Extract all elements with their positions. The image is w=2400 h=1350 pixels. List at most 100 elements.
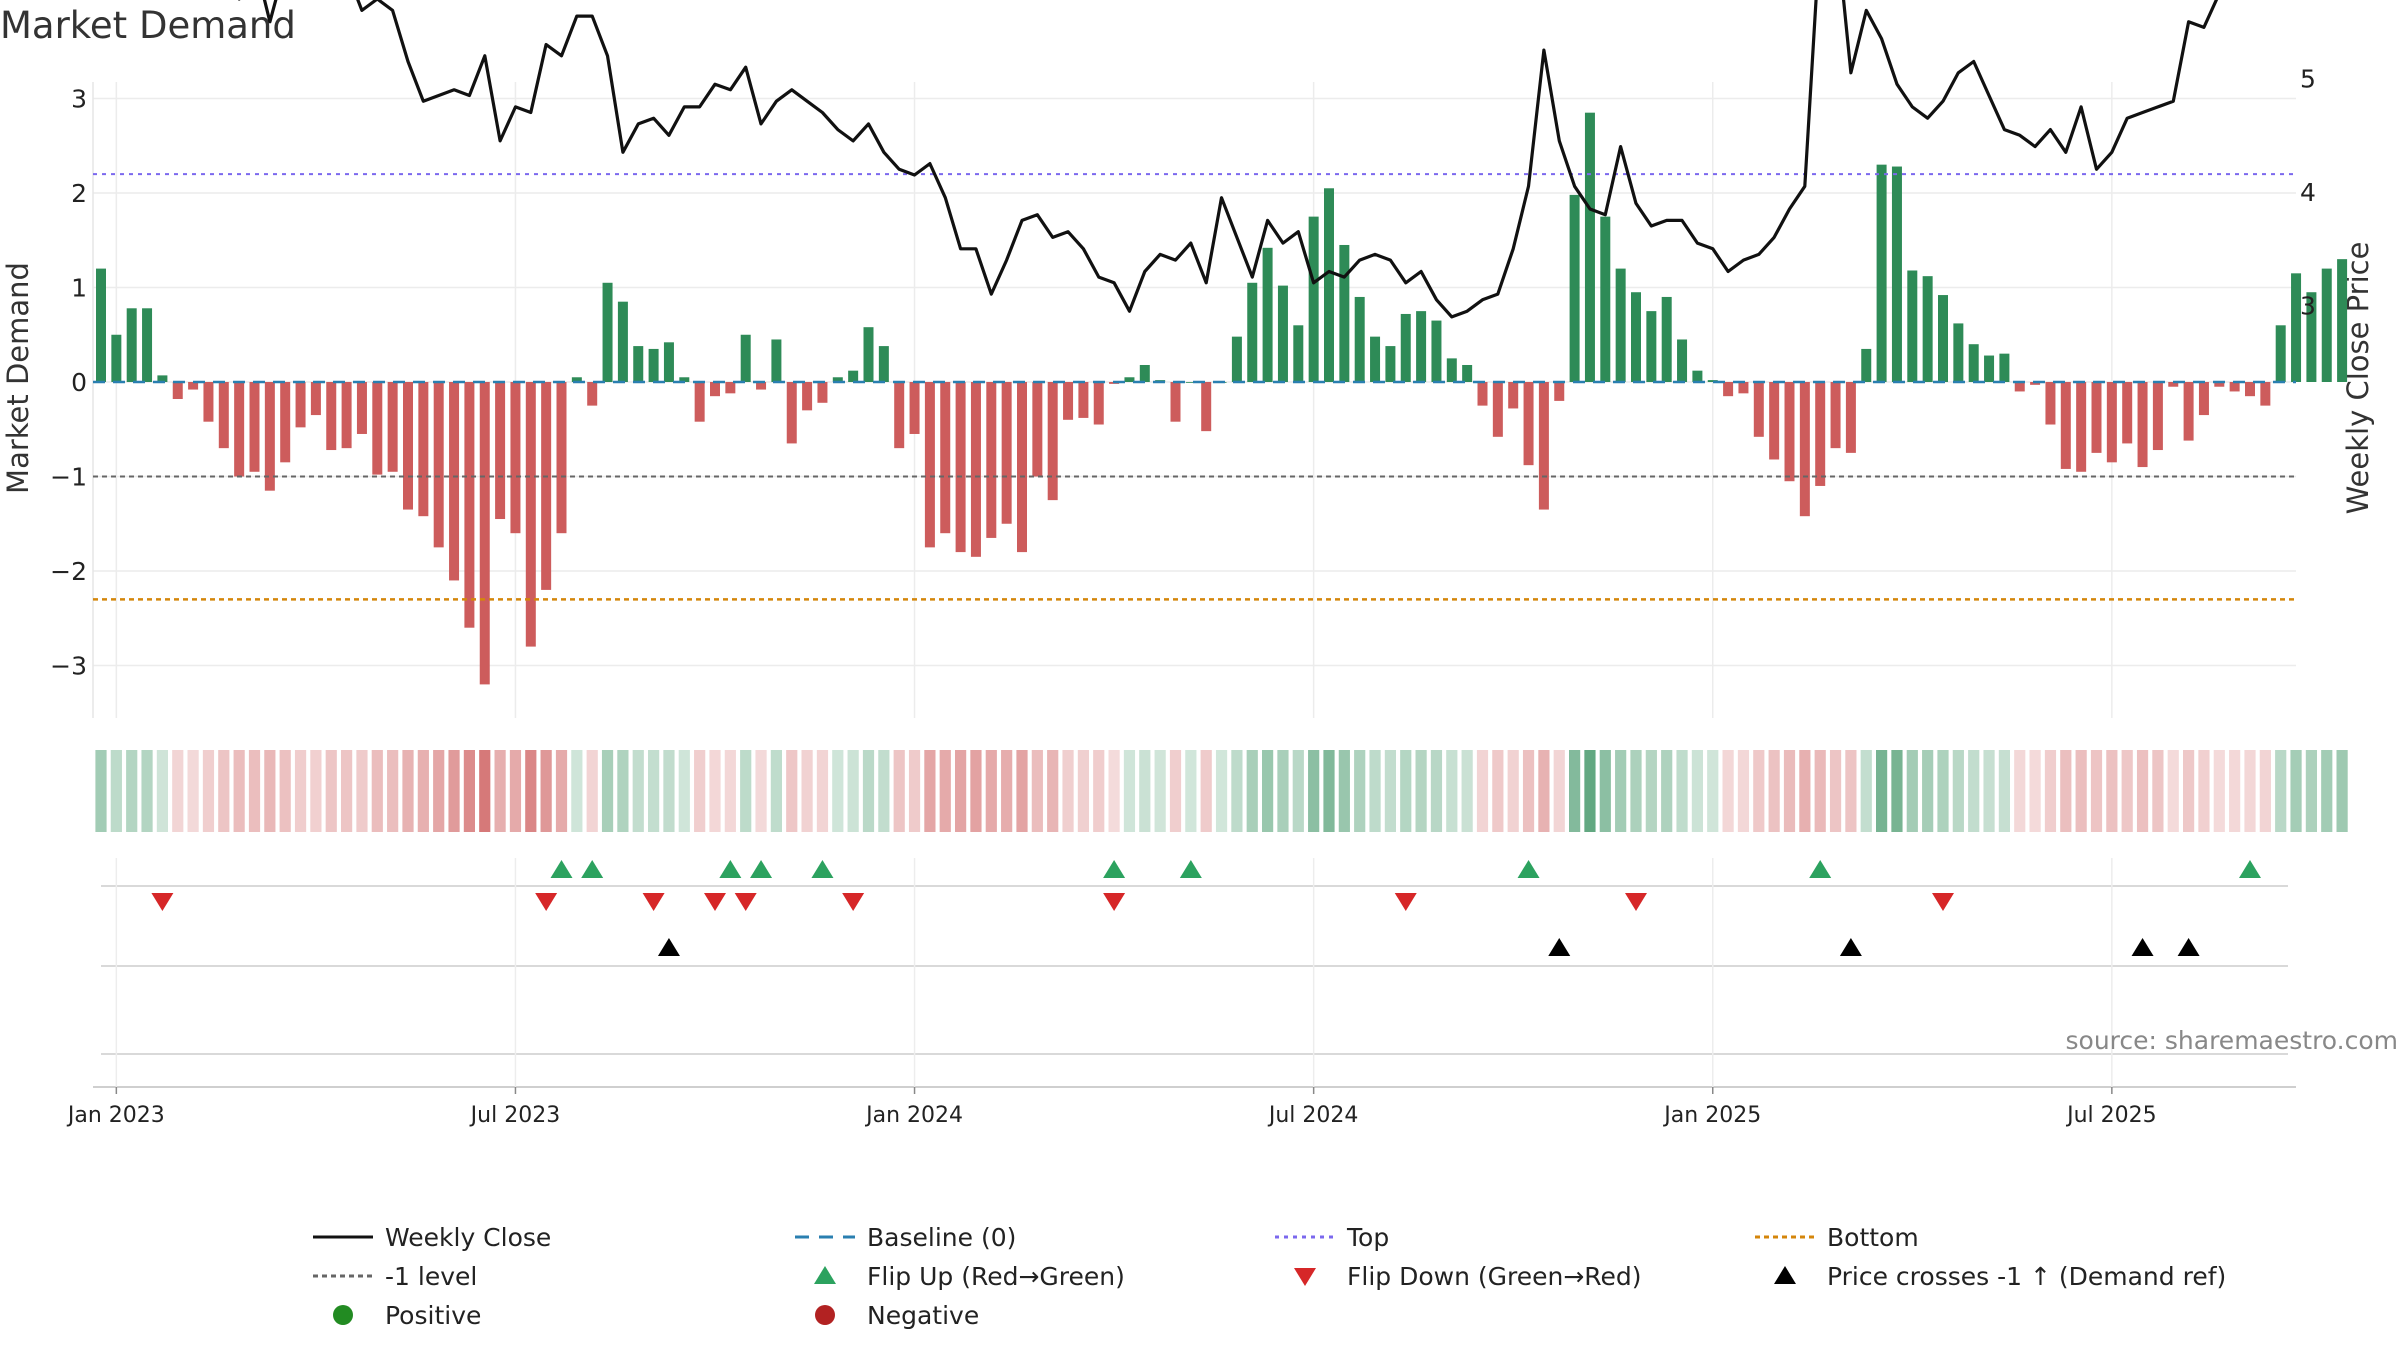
heat-cell <box>694 750 706 832</box>
heat-cell <box>1538 750 1550 832</box>
heat-cell <box>2075 750 2087 832</box>
negative-bar <box>1723 382 1734 397</box>
price-cross-marker <box>2131 938 2154 956</box>
heat-cell <box>1522 750 1535 832</box>
positive-bar <box>1324 188 1334 382</box>
heat-cell <box>110 750 122 832</box>
heat-cell <box>2305 750 2317 832</box>
negative-bar <box>1538 382 1549 510</box>
negative-bar <box>1508 382 1519 409</box>
heat-cell <box>1215 750 1228 832</box>
heat-cell <box>1737 750 1750 832</box>
negative-bar <box>249 382 260 472</box>
heat-cell <box>2336 750 2348 832</box>
negative-bar <box>541 382 552 590</box>
heat-cell <box>1661 750 1673 832</box>
heat-cell <box>95 750 107 832</box>
source-label: source: sharemaestro.com <box>2066 1026 2399 1055</box>
y-tick-label-right: 4 <box>2300 178 2316 207</box>
negative-bar <box>510 382 521 534</box>
positive-bar <box>126 308 137 382</box>
heat-cell <box>2121 750 2133 832</box>
positive-bar <box>1999 353 2010 382</box>
negative-bar <box>694 382 705 422</box>
heat-cell <box>862 750 875 832</box>
heat-cell <box>878 750 890 832</box>
negative-bar <box>909 382 920 434</box>
heat-cell <box>1169 750 1182 832</box>
negative-bar <box>2260 382 2271 406</box>
negative-bar <box>894 382 905 449</box>
positive-bar <box>1922 276 1933 382</box>
flip-down-marker <box>1103 893 1126 911</box>
negative-bar <box>2106 382 2117 463</box>
positive-bar <box>96 268 106 382</box>
heat-cell <box>2060 750 2072 832</box>
legend-label-negative: Negative <box>867 1301 979 1330</box>
negative-bar <box>341 382 352 449</box>
heat-cell <box>2183 750 2195 832</box>
heat-cell <box>985 750 997 832</box>
weekly-close-line <box>237 0 2219 319</box>
heat-cell <box>1876 750 1888 832</box>
negative-bar <box>786 382 797 444</box>
positive-bar <box>1231 336 1242 382</box>
negative-bar <box>1170 382 1181 422</box>
heat-cell <box>1630 750 1642 832</box>
flip-down-marker <box>535 893 558 911</box>
x-tick-label: Jul 2024 <box>1267 1103 1359 1128</box>
heat-cell <box>218 750 230 832</box>
flip-down-marker <box>151 893 174 911</box>
heat-cell <box>709 750 721 832</box>
flip-down-marker <box>734 893 757 911</box>
negative-bar <box>234 382 245 477</box>
negative-bar <box>817 382 828 403</box>
legend: Weekly Close Baseline (0) Top Bottom -1 leve… <box>313 1223 2226 1330</box>
negative-bar <box>295 382 306 428</box>
negative-bar <box>2214 382 2225 387</box>
negative-bar <box>418 382 429 517</box>
heat-cell <box>770 750 782 832</box>
positive-bar <box>1416 311 1427 382</box>
heat-cell <box>724 750 736 832</box>
heat-cell <box>126 750 138 832</box>
negative-bar <box>756 382 767 390</box>
negative-bar <box>203 382 214 422</box>
positive-bar <box>848 370 859 382</box>
heat-cell <box>1338 750 1350 832</box>
negative-bar <box>433 382 444 548</box>
heat-cell <box>433 750 445 832</box>
positive-bar <box>740 334 751 382</box>
legend-label-baseline: Baseline (0) <box>867 1223 1016 1252</box>
positive-bar <box>142 308 153 382</box>
positive-bar <box>2306 292 2317 382</box>
positive-bar <box>602 282 613 382</box>
negative-bar <box>2045 382 2056 425</box>
negative-bar <box>372 382 383 475</box>
negative-bar <box>1001 382 1012 524</box>
negative-bar <box>2091 382 2102 453</box>
positive-bar <box>832 377 843 382</box>
heat-cell <box>1415 750 1427 832</box>
negative-bar <box>710 382 720 397</box>
heat-cell <box>1108 750 1120 832</box>
heat-cell <box>1676 750 1688 832</box>
positive-bar <box>1462 364 1473 382</box>
positive-bar <box>679 377 690 382</box>
negative-bar <box>1017 382 1027 553</box>
heat-cell <box>755 750 767 832</box>
positive-bar <box>1891 166 1902 382</box>
heat-cell <box>1430 750 1443 832</box>
legend-symbol-negative <box>815 1305 835 1325</box>
heat-cell <box>678 750 690 832</box>
legend-symbol-price-cross <box>1774 1266 1796 1284</box>
flip-up-marker <box>2239 860 2261 878</box>
heat-cell <box>2090 750 2103 832</box>
heat-cell <box>540 750 552 832</box>
heat-cell <box>893 750 905 832</box>
heat-cell <box>832 750 844 832</box>
signal-markers <box>151 860 2261 956</box>
negative-bar <box>802 382 813 411</box>
legend-symbol-flip-up <box>814 1266 836 1284</box>
positive-bar <box>111 334 122 382</box>
